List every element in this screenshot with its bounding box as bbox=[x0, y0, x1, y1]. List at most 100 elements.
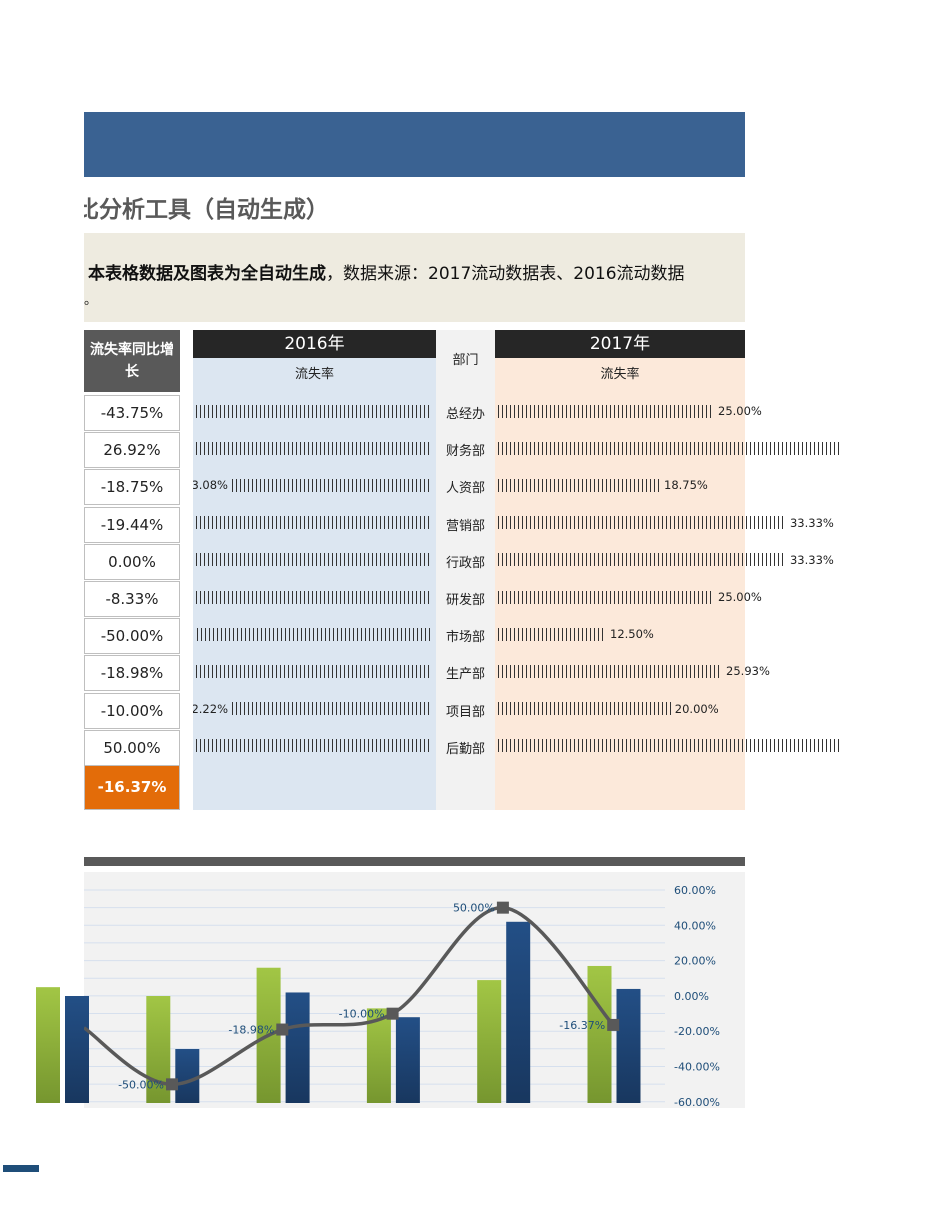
row-2017: 33.33% bbox=[498, 513, 834, 533]
header-2016: 2016年 bbox=[193, 330, 436, 358]
dept-name: 市场部 bbox=[445, 630, 485, 646]
line-marker bbox=[607, 1018, 620, 1031]
row-2016 bbox=[193, 736, 432, 756]
bar-2017 bbox=[498, 516, 786, 530]
growth-cell: -18.98% bbox=[84, 655, 180, 692]
row-2017: 25.00% bbox=[498, 401, 762, 421]
value-2017: 33.33% bbox=[789, 552, 834, 567]
value-2017: 25.00% bbox=[718, 590, 762, 604]
dept-header: 部门 bbox=[452, 353, 479, 368]
row-2016: 3.08% bbox=[193, 475, 432, 495]
note-box: 本表格数据及图表为全自动生成，数据来源：2017流动数据表、2016流动数据 。 bbox=[84, 233, 745, 322]
line-marker bbox=[276, 1023, 289, 1036]
line-marker bbox=[166, 1078, 178, 1091]
bar-2017 bbox=[498, 478, 660, 492]
bars-2017: 25.00% 18.75% 33.33% 33.33% 25.00% 12.50% 25.9… bbox=[495, 392, 840, 810]
y2-tick-label: 20.00% bbox=[674, 955, 716, 968]
bar-2017 bbox=[498, 590, 714, 604]
value-2017: 18.75% bbox=[664, 478, 708, 493]
row-2017 bbox=[498, 438, 840, 458]
value-2016: 3.08% bbox=[193, 478, 228, 493]
dept-name: 总经办 bbox=[445, 407, 485, 422]
y2-tick-label: 0.00% bbox=[674, 990, 709, 1003]
dept-name: 行政部 bbox=[445, 555, 485, 571]
growth-cell: -50.00% bbox=[84, 618, 180, 655]
row-2016 bbox=[193, 587, 432, 607]
row-2017: 33.33% bbox=[498, 550, 834, 570]
row-2016 bbox=[193, 550, 432, 570]
y2-tick-label: 40.00% bbox=[674, 919, 716, 932]
chart-header-bar bbox=[84, 857, 745, 866]
dept-name: 财务部 bbox=[445, 444, 485, 460]
bar-2017 bbox=[498, 441, 840, 455]
bar-2016 bbox=[193, 664, 432, 678]
row-2017: 18.75% bbox=[498, 475, 708, 495]
row-2017: 25.93% bbox=[498, 661, 770, 681]
bar-green bbox=[366, 1008, 391, 1103]
bar-blue bbox=[175, 1049, 200, 1103]
row-2016 bbox=[193, 661, 432, 681]
bar-blue bbox=[616, 988, 641, 1103]
bar-blue bbox=[506, 921, 531, 1103]
title-area: 比分析工具（自动生成） bbox=[84, 188, 745, 228]
row-2016: 22.22% bbox=[193, 699, 432, 719]
row-2016: % bbox=[193, 624, 432, 644]
line-data-label: -10.00% bbox=[339, 1008, 385, 1021]
bar-2016 bbox=[193, 404, 432, 418]
row-2017 bbox=[498, 736, 840, 756]
note-text: ，数据来源：2017流动数据表、2016流动数据 bbox=[326, 264, 685, 284]
bar-2017 bbox=[498, 664, 723, 678]
bar-green bbox=[587, 965, 612, 1103]
line-data-label: 50.00% bbox=[453, 902, 495, 915]
dept-name: 项目部 bbox=[445, 704, 485, 720]
growth-cell: -19.44% bbox=[84, 506, 180, 543]
value-2016: 22.22% bbox=[193, 701, 228, 716]
line-data-label: -18.98% bbox=[228, 1024, 274, 1037]
bar-2016 bbox=[193, 441, 432, 455]
bar-2016 bbox=[193, 553, 432, 567]
y2-tick-label: -40.00% bbox=[674, 1061, 720, 1074]
value-2017: 25.93% bbox=[726, 664, 770, 679]
row-2016 bbox=[193, 513, 432, 533]
value-2017: 25.00% bbox=[718, 404, 762, 418]
growth-total: -16.37% bbox=[84, 765, 180, 810]
dept-name: 研发部 bbox=[445, 593, 485, 608]
value-2017: 20.00% bbox=[674, 701, 719, 716]
line-marker bbox=[386, 1007, 399, 1020]
bar-green bbox=[477, 980, 502, 1103]
bar-2016 bbox=[193, 516, 432, 530]
row-2016 bbox=[193, 438, 432, 458]
growth-cell: -18.75% bbox=[84, 469, 180, 506]
growth-cell: -10.00% bbox=[84, 692, 180, 729]
header-banner bbox=[84, 112, 745, 177]
growth-cell: 50.00% bbox=[84, 729, 180, 766]
dept-name: 后勤部 bbox=[445, 741, 485, 757]
dept-name: 营销部 bbox=[445, 518, 485, 534]
row-2016 bbox=[193, 401, 432, 421]
growth-header: 流失率同比增长 bbox=[84, 330, 180, 392]
subheader-2017: 流失率 bbox=[600, 367, 640, 382]
bar-blue bbox=[285, 992, 310, 1103]
value-2017: 33.33% bbox=[789, 515, 834, 530]
header-2017: 2017年 bbox=[495, 330, 745, 358]
growth-cell: -8.33% bbox=[84, 581, 180, 617]
line-data-label: -50.00% bbox=[118, 1078, 164, 1091]
growth-cell: 0.00% bbox=[84, 543, 180, 580]
bar-2017 bbox=[498, 553, 786, 567]
bar-green bbox=[36, 987, 60, 1103]
growth-cell: 26.92% bbox=[84, 432, 180, 469]
bar-blue bbox=[65, 996, 89, 1103]
bar-blue bbox=[395, 1017, 420, 1103]
bar-2017 bbox=[498, 702, 671, 716]
y2-tick-label: 60.00% bbox=[674, 884, 716, 897]
bar-2016 bbox=[193, 590, 432, 604]
line-data-label: -16.37% bbox=[559, 1019, 605, 1032]
growth-cell: -43.75% bbox=[84, 395, 180, 431]
dept-name: 人资部 bbox=[445, 481, 485, 497]
dept-column: 部门 总经办 财务部 人资部 营销部 行政部 研发部 市场部 生产部 项目部 后勤部 bbox=[436, 330, 495, 810]
note-bold: 本表格数据及图表为全自动生成 bbox=[88, 264, 326, 284]
subheader-2016: 流失率 bbox=[294, 367, 334, 382]
line-marker bbox=[496, 901, 509, 914]
bar-2016 bbox=[197, 627, 432, 641]
bar-2016 bbox=[232, 478, 432, 492]
